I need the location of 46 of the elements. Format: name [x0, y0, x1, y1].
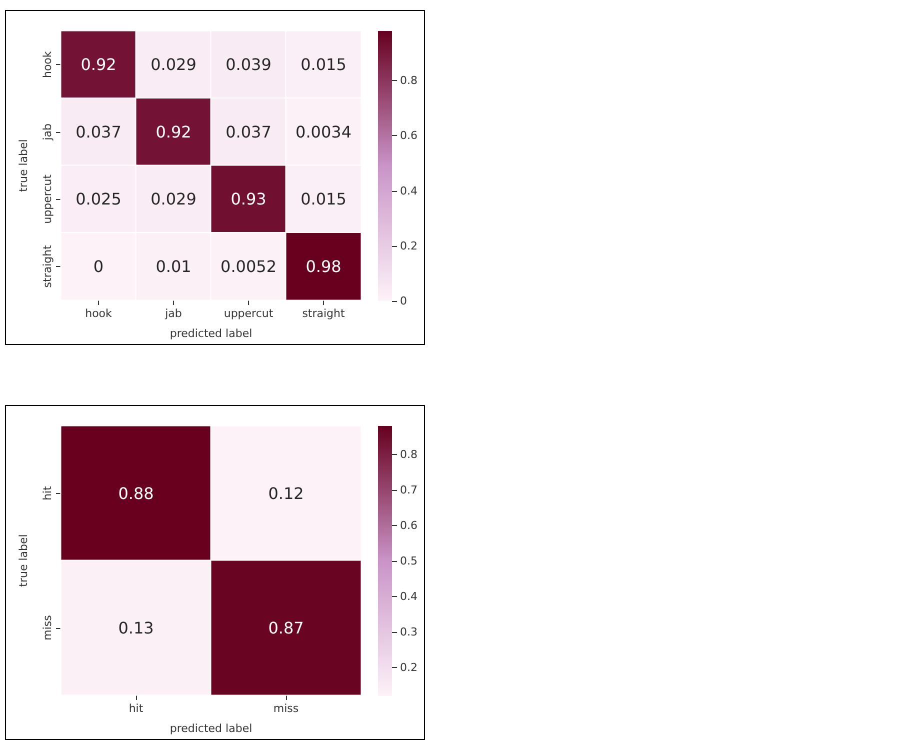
- data-label: 0.98: [306, 256, 342, 276]
- color-bar-label: 0.4: [400, 184, 418, 198]
- y-axis-title: true label: [17, 139, 30, 192]
- color-bar-label: 0.6: [400, 518, 418, 532]
- color-bar-label: 0.8: [400, 448, 418, 461]
- data-label: 0.92: [156, 122, 192, 142]
- data-label: 0.029: [150, 190, 196, 209]
- data-label: 0: [93, 256, 104, 276]
- y-axis-title: true label: [17, 534, 30, 587]
- data-label: 0.87: [268, 618, 304, 638]
- data-label: 0.01: [156, 256, 192, 276]
- data-label: 0.015: [300, 55, 346, 74]
- data-label: 0.0052: [220, 256, 276, 276]
- data-label: 0.0034: [296, 122, 352, 142]
- y-tick-label: hook: [41, 50, 54, 78]
- color-bar-label: 0.2: [400, 239, 418, 252]
- data-label: 0.015: [300, 190, 346, 209]
- color-bar-label: 0.7: [400, 483, 418, 496]
- y-tick-label: hit: [41, 485, 54, 500]
- x-tick-label: jab: [164, 307, 182, 320]
- data-label: 0.025: [76, 190, 122, 209]
- data-label: 0.037: [226, 122, 272, 142]
- color-bar-label: 0.4: [400, 590, 418, 604]
- x-tick-label: uppercut: [224, 307, 274, 320]
- y-tick-label: miss: [41, 614, 54, 640]
- data-label: 0.13: [118, 618, 154, 638]
- color-bar-label: 0.8: [400, 74, 418, 88]
- data-label: 0.88: [118, 484, 154, 503]
- x-axis-title: predicted label: [170, 722, 252, 735]
- y-tick-label: jab: [41, 123, 54, 142]
- x-tick-label: hook: [85, 307, 113, 320]
- data-label: 0.92: [80, 55, 116, 74]
- data-label: 0.039: [226, 55, 272, 74]
- color-bar-label: 0: [400, 294, 407, 308]
- y-tick-label: uppercut: [41, 174, 54, 224]
- data-label: 0.029: [150, 55, 196, 74]
- x-axis-title: predicted label: [170, 327, 252, 340]
- color-bar-label: 0.2: [400, 661, 418, 674]
- data-label: 0.037: [76, 122, 122, 142]
- data-label: 0.12: [268, 484, 304, 503]
- data-label: 0.93: [230, 190, 266, 209]
- color-bar-label: 0.3: [400, 626, 418, 639]
- x-tick-label: straight: [302, 307, 346, 320]
- color-bar-label: 0.5: [400, 554, 418, 568]
- color-bar-label: 0.6: [400, 129, 418, 142]
- y-tick-label: straight: [41, 244, 54, 288]
